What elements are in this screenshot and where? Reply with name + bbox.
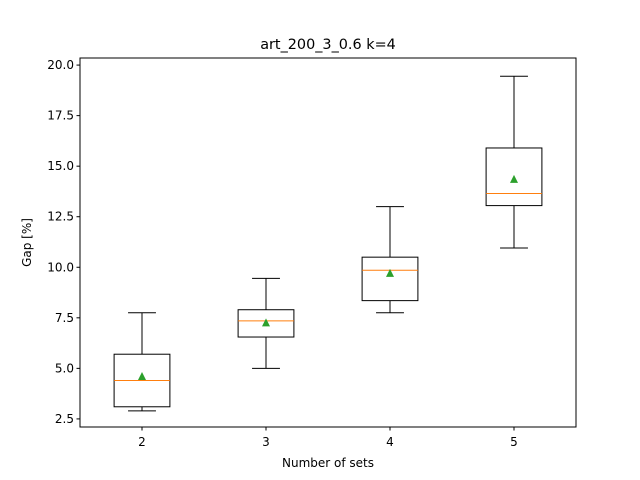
y-tick-label: 5.0	[55, 361, 74, 375]
y-tick-label: 12.5	[47, 210, 74, 224]
x-tick-label: 3	[262, 435, 270, 449]
box-2	[113, 312, 171, 412]
mean-marker	[138, 371, 146, 380]
chart-title: art_200_3_0.6 k=4	[260, 37, 396, 53]
mean-marker	[386, 268, 394, 277]
x-axis-label: Number of sets	[282, 456, 374, 470]
box-3	[237, 277, 295, 369]
y-tick-label: 17.5	[47, 109, 74, 123]
iqr-box	[361, 256, 419, 302]
x-tick-label: 4	[386, 435, 394, 449]
y-tick-label: 20.0	[47, 58, 74, 72]
y-axis-ticks: 2.5 5.0 7.5 10.0 12.5 15.0 17.5 20.0	[47, 58, 80, 426]
y-tick-label: 10.0	[47, 260, 74, 274]
x-axis-ticks: 2 3 4 5	[138, 427, 518, 449]
y-tick-label: 2.5	[55, 412, 74, 426]
box-4	[361, 206, 419, 314]
x-tick-label: 2	[138, 435, 146, 449]
x-tick-label: 5	[510, 435, 518, 449]
y-tick-label: 15.0	[47, 159, 74, 173]
plot-frame	[79, 57, 577, 428]
iqr-box	[485, 147, 543, 207]
box-series	[113, 75, 543, 412]
box-5	[485, 75, 543, 249]
mean-marker	[262, 318, 270, 327]
y-axis-label: Gap [%]	[20, 218, 34, 267]
y-tick-label: 7.5	[55, 311, 74, 325]
iqr-box	[237, 309, 295, 338]
mean-marker	[510, 174, 518, 183]
